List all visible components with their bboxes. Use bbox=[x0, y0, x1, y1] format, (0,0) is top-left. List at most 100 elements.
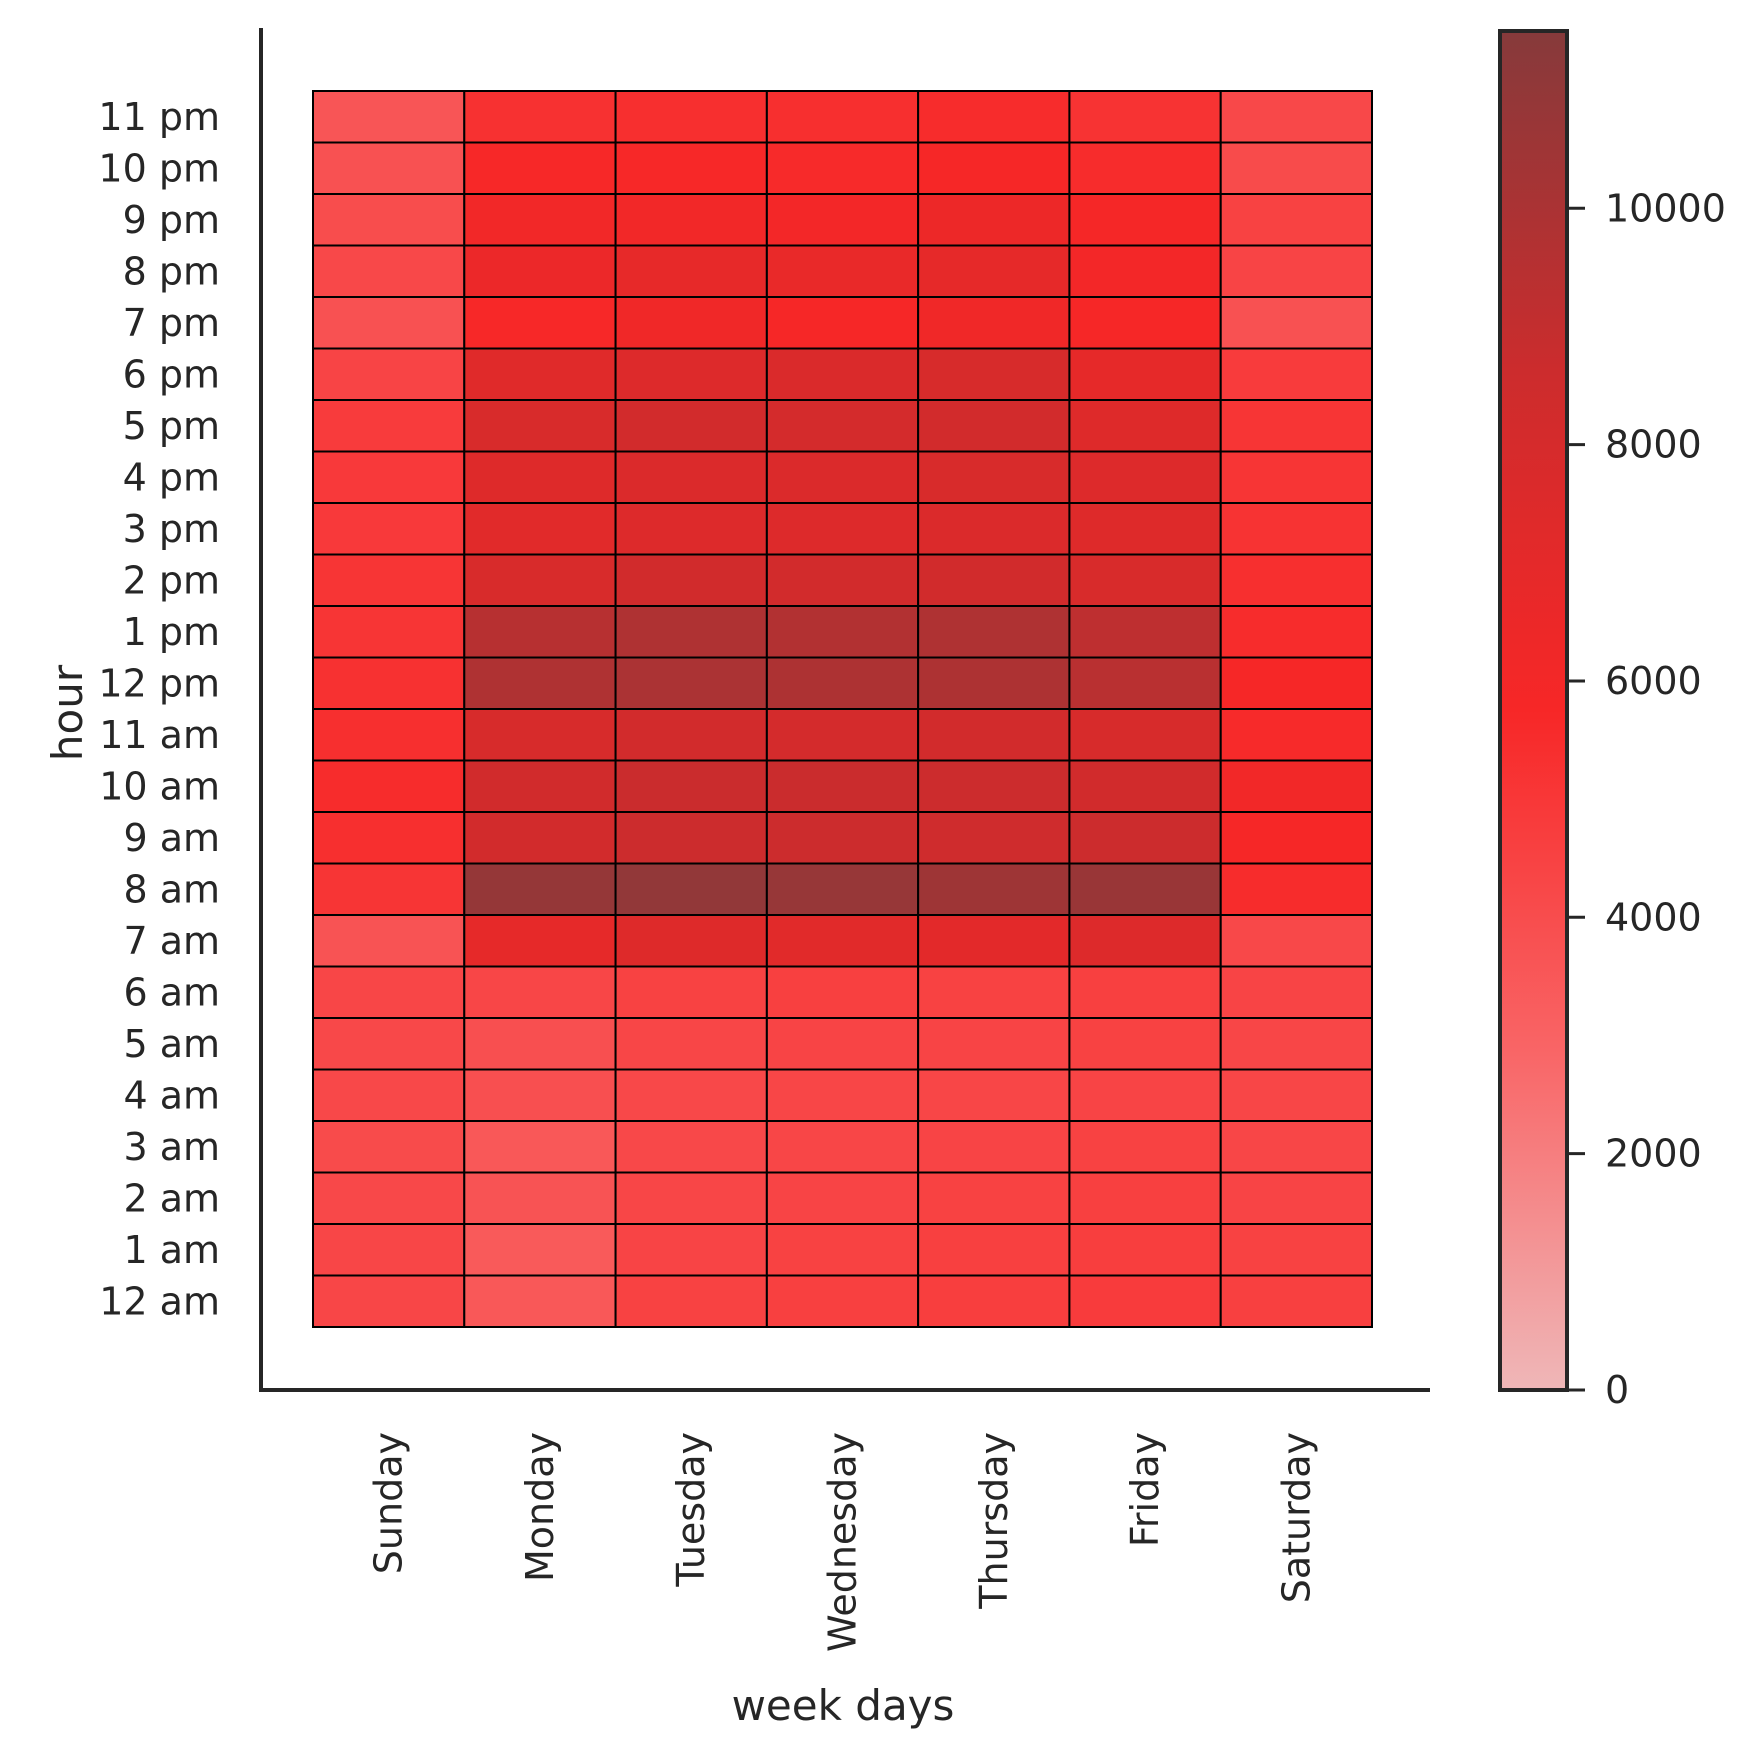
colorbar-tick-label: 2000 bbox=[1605, 1132, 1702, 1176]
heatmap-cell bbox=[312, 1068, 466, 1122]
colorbar-tick-label: 4000 bbox=[1605, 895, 1702, 939]
heatmap-cell bbox=[917, 811, 1071, 865]
heatmap-cell bbox=[312, 450, 466, 504]
heatmap-cell bbox=[917, 914, 1071, 968]
y-tick-label: 12 pm bbox=[98, 661, 220, 705]
x-tick-label: Saturday bbox=[1274, 1432, 1318, 1603]
heatmap-cell bbox=[765, 1068, 920, 1122]
heatmap-cell bbox=[765, 605, 920, 659]
heatmap-cell bbox=[1219, 1223, 1373, 1277]
x-tick-label: Friday bbox=[1123, 1432, 1167, 1547]
y-axis-label: hour bbox=[43, 664, 92, 761]
heatmap-cell bbox=[765, 759, 920, 813]
heatmap-cell bbox=[312, 553, 466, 607]
heatmap-cell bbox=[765, 553, 920, 607]
colorbar-ticks: 0 2000 4000 6000 8000 10000 bbox=[1567, 186, 1726, 1412]
heatmap-cell bbox=[463, 1223, 617, 1277]
heatmap-cell bbox=[312, 1223, 466, 1277]
heatmap-cell bbox=[312, 296, 466, 350]
heatmap-cell bbox=[312, 502, 466, 556]
x-tick-label: Tuesday bbox=[669, 1432, 713, 1588]
y-tick-label: 8 pm bbox=[123, 249, 220, 293]
heatmap-cell bbox=[312, 244, 466, 298]
heatmap-cell bbox=[1068, 90, 1222, 144]
heatmap-cell bbox=[1068, 708, 1222, 762]
heatmap-cell bbox=[1068, 502, 1222, 556]
heatmap-cell bbox=[1219, 1274, 1373, 1328]
heatmap-cell bbox=[463, 708, 617, 762]
heatmap-cell bbox=[765, 244, 920, 298]
heatmap-cell bbox=[917, 90, 1071, 144]
heatmap-cell bbox=[312, 708, 466, 762]
colorbar bbox=[1498, 29, 1569, 1392]
heatmap-cell bbox=[1068, 965, 1222, 1019]
heatmap-cell bbox=[614, 759, 768, 813]
heatmap-cell bbox=[463, 605, 617, 659]
heatmap-cell bbox=[312, 141, 466, 195]
heatmap-cell bbox=[1068, 759, 1222, 813]
heatmap-cell bbox=[765, 914, 920, 968]
heatmap-cells bbox=[312, 90, 1373, 1328]
heatmap-cell bbox=[463, 90, 617, 144]
heatmap-cell bbox=[917, 965, 1071, 1019]
heatmap-cell bbox=[1068, 1017, 1222, 1071]
heatmap-cell bbox=[1219, 296, 1373, 350]
heatmap-cell bbox=[1068, 1171, 1222, 1225]
heatmap-cell bbox=[917, 1120, 1071, 1174]
heatmap-cell bbox=[614, 1223, 768, 1277]
heatmap-cell bbox=[614, 1171, 768, 1225]
heatmap-cell bbox=[765, 1223, 920, 1277]
heatmap-cell bbox=[1068, 296, 1222, 350]
heatmap-cell bbox=[917, 1171, 1071, 1225]
heatmap-cell bbox=[614, 553, 768, 607]
heatmap-cell bbox=[1219, 193, 1373, 247]
y-tick-label: 2 am bbox=[123, 1176, 220, 1220]
heatmap-cell bbox=[463, 399, 617, 453]
y-tick-label: 3 pm bbox=[123, 507, 220, 551]
heatmap-cell bbox=[917, 862, 1071, 916]
heatmap-cell bbox=[1219, 1017, 1373, 1071]
heatmap-cell bbox=[765, 1120, 920, 1174]
heatmap-cell bbox=[1219, 1068, 1373, 1122]
heatmap-cell bbox=[917, 1223, 1071, 1277]
y-tick-label: 6 pm bbox=[123, 352, 220, 396]
heatmap-cell bbox=[312, 193, 466, 247]
y-tick-label: 1 am bbox=[123, 1228, 220, 1272]
heatmap-cell bbox=[312, 90, 466, 144]
heatmap-cell bbox=[1219, 90, 1373, 144]
heatmap-cell bbox=[917, 141, 1071, 195]
heatmap-cell bbox=[312, 914, 466, 968]
heatmap-cell bbox=[312, 605, 466, 659]
x-axis-label: week days bbox=[732, 1681, 955, 1730]
heatmap-cell bbox=[614, 708, 768, 762]
heatmap-cell bbox=[614, 1274, 768, 1328]
y-tick-label: 12 am bbox=[99, 1279, 220, 1323]
heatmap-cell bbox=[463, 656, 617, 710]
y-tick-label: 11 pm bbox=[98, 95, 220, 139]
heatmap-cell bbox=[614, 502, 768, 556]
y-tick-label: 5 am bbox=[123, 1022, 220, 1066]
heatmap-cell bbox=[614, 244, 768, 298]
y-tick-label: 5 pm bbox=[123, 404, 220, 448]
heatmap-cell bbox=[614, 296, 768, 350]
heatmap-cell bbox=[463, 347, 617, 401]
heatmap-cell bbox=[1068, 1120, 1222, 1174]
heatmap-cell bbox=[463, 244, 617, 298]
heatmap-cell bbox=[765, 347, 920, 401]
heatmap-cell bbox=[312, 347, 466, 401]
heatmap-cell bbox=[1219, 244, 1373, 298]
heatmap-cell bbox=[917, 1068, 1071, 1122]
y-tick-label: 7 am bbox=[123, 919, 220, 963]
heatmap-cell bbox=[614, 1017, 768, 1071]
x-tick-labels: Sunday Monday Tuesday Wednesday Thursday Frid… bbox=[367, 1432, 1319, 1652]
heatmap-cell bbox=[1068, 1223, 1222, 1277]
heatmap-cell bbox=[917, 553, 1071, 607]
heatmap-cell bbox=[463, 965, 617, 1019]
y-tick-label: 10 am bbox=[99, 764, 220, 808]
heatmap-cell bbox=[463, 450, 617, 504]
heatmap-cell bbox=[312, 399, 466, 453]
heatmap-cell bbox=[312, 656, 466, 710]
heatmap-cell bbox=[917, 708, 1071, 762]
heatmap-cell bbox=[765, 1171, 920, 1225]
